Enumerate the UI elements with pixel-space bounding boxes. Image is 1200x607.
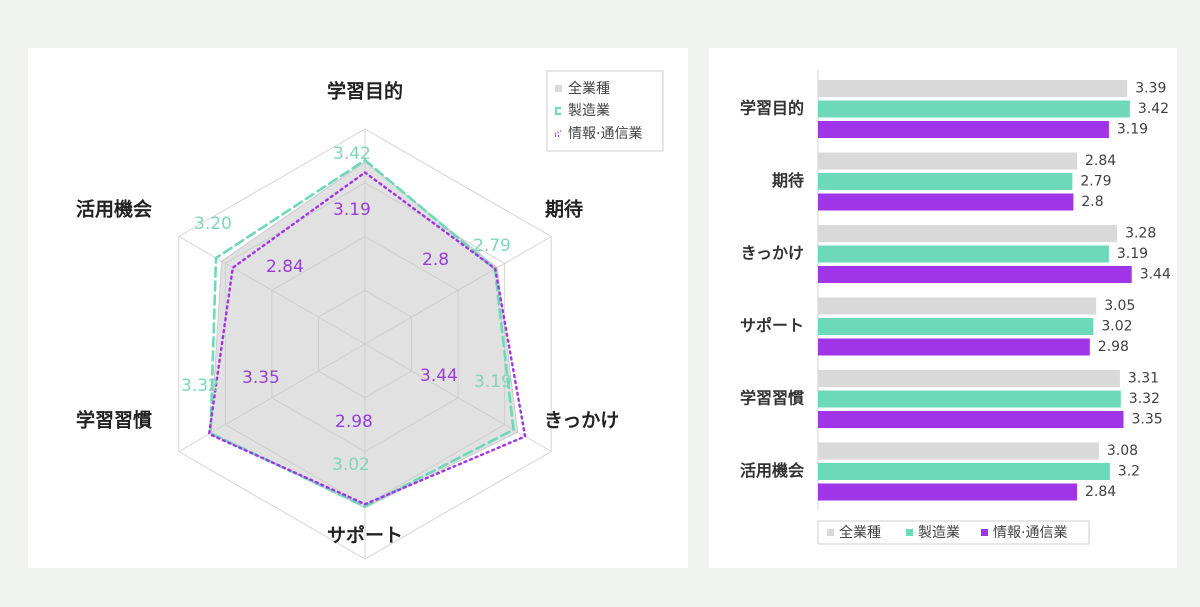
bar: [818, 411, 1124, 428]
bar: [818, 245, 1109, 263]
radar-value-label: 3.44: [420, 366, 458, 386]
bar-value-label: 2.79: [1080, 174, 1111, 190]
bar-value-label: 3.02: [1101, 319, 1132, 335]
legend-swatch-info-comm: [554, 130, 562, 137]
radar-legend-label: 製造業: [568, 103, 610, 119]
bar-legend-swatch: [906, 529, 913, 536]
bar-category-label: きっかけ: [741, 244, 804, 263]
bar-value-label: 3.19: [1117, 122, 1148, 138]
bar-value-label: 3.31: [1128, 371, 1159, 387]
bar: [818, 370, 1120, 387]
bar-value-label: 3.32: [1129, 391, 1160, 407]
bar-category-label: 学習目的: [740, 99, 804, 118]
bar: [818, 442, 1099, 460]
bar-category-label: 期待: [772, 171, 804, 190]
bar-legend-label: 製造業: [918, 525, 960, 541]
bar: [818, 463, 1110, 480]
bar-value-label: 2.98: [1098, 339, 1129, 355]
radar-axis-label: 学習習慣: [76, 409, 152, 432]
legend-swatch-all-industries: [555, 85, 562, 92]
bar: [818, 173, 1073, 190]
bar-legend-swatch: [981, 529, 988, 536]
radar-value-label: 2.79: [473, 236, 511, 256]
bar-value-label: 3.08: [1107, 443, 1138, 459]
bar-value-label: 3.42: [1138, 101, 1169, 117]
radar-value-label: 3.35: [242, 368, 280, 388]
bar-value-label: 2.8: [1081, 194, 1103, 210]
bar-value-label: 3.35: [1132, 412, 1163, 428]
bar-category-label: サポート: [740, 316, 804, 335]
bar: [818, 266, 1132, 283]
radar-axis-label: 学習目的: [327, 80, 403, 103]
bar-value-label: 2.84: [1085, 484, 1116, 500]
radar-value-label: 3.19: [333, 200, 371, 220]
bar: [818, 390, 1121, 408]
bar: [818, 121, 1109, 138]
bar-legend: 全業種 製造業 情報·通信業: [817, 520, 1090, 545]
bar-value-label: 3.2: [1118, 464, 1140, 480]
bar-value-label: 3.44: [1140, 267, 1171, 283]
bar-value-label: 2.84: [1085, 153, 1116, 169]
bar-value-label: 3.39: [1135, 81, 1166, 97]
bar-value-label: 3.05: [1104, 298, 1135, 314]
bar-chart-panel: 3.39 3.42 3.19 学習目的 2.84 2.79 2.8 期待 3.28 3.19 3.4…: [709, 48, 1177, 568]
radar-value-label: 2.98: [335, 412, 373, 432]
bar: [818, 318, 1094, 335]
bar-category-label: 学習習慣: [740, 389, 804, 408]
bar-chart: 3.39 3.42 3.19 学習目的 2.84 2.79 2.8 期待 3.28 3.19 3.4…: [740, 70, 1171, 545]
radar-chart-panel: 学習目的期待きっかけサポート 学習習慣 活用機会 3.42 3.19 2.79 2.8 3.1…: [28, 48, 688, 568]
radar-legend-label: 全業種: [568, 80, 610, 97]
radar-axis-label: サポート: [327, 524, 403, 547]
radar-axis-label: 期待: [545, 198, 583, 221]
bar-legend-label: 全業種: [839, 524, 881, 541]
radar-legend-box: [546, 70, 664, 152]
bar-category-label: 活用機会: [740, 461, 804, 480]
radar-value-label: 2.8: [422, 250, 449, 270]
radar-legend-label: 情報·通信業: [568, 126, 642, 142]
bar: [818, 225, 1118, 242]
legend-swatch-manufacturing: [555, 107, 561, 115]
radar-axis-label: きっかけ: [544, 410, 619, 432]
radar-value-label: 3.20: [194, 214, 232, 234]
bar-legend-label: 情報·通信業: [993, 525, 1067, 541]
bar: [818, 338, 1090, 356]
bar: [818, 297, 1097, 315]
radar-value-label: 3.19: [474, 372, 512, 392]
bar: [818, 100, 1130, 118]
bar: [818, 152, 1077, 170]
radar-axis-label: 活用機会: [76, 198, 152, 221]
bar-value-label: 3.28: [1125, 226, 1156, 242]
radar-value-label: 3.42: [333, 144, 371, 164]
bar: [818, 483, 1077, 501]
radar-value-label: 2.84: [266, 257, 304, 277]
bar-value-label: 3.19: [1117, 246, 1148, 262]
bar-legend-swatch: [827, 529, 834, 536]
bar-legend-box: [817, 520, 1090, 545]
radar-value-label: 3.32: [181, 376, 219, 396]
radar-value-label: 3.02: [332, 455, 370, 475]
bar: [818, 80, 1128, 97]
bar: [818, 193, 1074, 211]
